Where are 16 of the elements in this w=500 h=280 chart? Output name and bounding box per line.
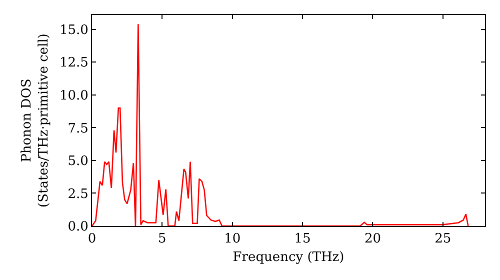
y-tick-label: 12.5 [59,56,88,71]
y-tick-label: 10.0 [59,88,88,104]
y-axis-title: Phonon DOS (States/THz·primitive cell) [19,33,52,208]
x-axis-title: Frequency (THz) [232,250,344,266]
line-series [92,24,469,226]
x-tick-label: 15 [294,232,311,247]
x-tick-label: 10 [224,232,241,247]
y-tick-label: 7.5 [68,121,88,136]
y-tick-label: 5.0 [68,154,88,170]
y-tick-label: 0.0 [68,220,88,235]
x-tick-label: 25 [434,232,452,247]
x-tick-label: 0 [88,232,96,247]
y-tick-label: 15.0 [59,22,88,38]
x-tick-label: 5 [158,232,166,247]
x-tick-label: 20 [364,232,381,247]
y-tick-label: 2.5 [68,186,88,202]
